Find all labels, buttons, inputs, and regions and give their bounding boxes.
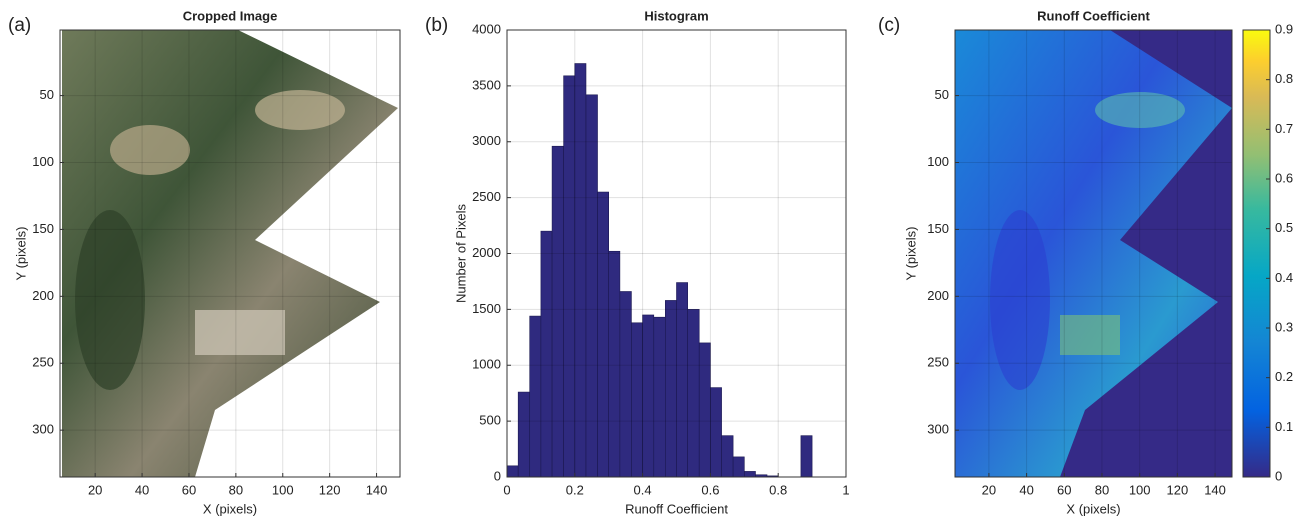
y-axis-label: Y (pixels) (13, 227, 28, 281)
bar (800, 435, 813, 478)
x-axis-label: Runoff Coefficient (625, 501, 728, 516)
bar (585, 94, 598, 478)
colorbar-tick-label: 0 (1275, 468, 1282, 483)
y-tick-label: 3000 (472, 133, 501, 148)
y-tick-label: 300 (927, 422, 949, 437)
y-tick-label: 100 (32, 154, 54, 169)
bar (710, 387, 722, 478)
y-tick-label: 200 (927, 288, 949, 303)
colorbar-tick-label: 0.7 (1275, 121, 1293, 136)
colorbar-tick-label: 0.3 (1275, 319, 1293, 334)
bar (551, 145, 564, 478)
colorbar-tick-label: 0.4 (1275, 270, 1293, 285)
x-tick-label: 1 (842, 482, 849, 497)
chart-title: Runoff Coefficient (1037, 8, 1150, 23)
y-tick-label: 1000 (472, 357, 501, 372)
y-tick-label: 2000 (472, 245, 501, 260)
x-tick-label: 60 (1057, 482, 1071, 497)
y-tick-label: 50 (935, 87, 949, 102)
y-tick-label: 100 (927, 154, 949, 169)
x-tick-label: 140 (366, 482, 388, 497)
y-axis-label: Number of Pixels (453, 204, 468, 303)
colorbar-tick-label: 0.2 (1275, 369, 1293, 384)
bar (732, 456, 745, 478)
y-tick-label: 3500 (472, 77, 501, 92)
bar (743, 471, 756, 478)
x-axis-label: X (pixels) (203, 501, 257, 516)
colorbar-tick-label: 0.8 (1275, 71, 1293, 86)
y-tick-label: 50 (40, 87, 54, 102)
chart-title: Cropped Image (183, 8, 278, 23)
x-tick-label: 0.8 (769, 482, 787, 497)
panel-label: (c) (878, 15, 900, 36)
bar (631, 322, 643, 478)
colorbar-tick-label: 0.5 (1275, 220, 1293, 235)
x-tick-label: 40 (135, 482, 149, 497)
y-tick-label: 150 (927, 221, 949, 236)
x-tick-label: 20 (982, 482, 996, 497)
bar (653, 316, 666, 478)
colorbar (1242, 29, 1271, 478)
bar (676, 282, 688, 478)
x-tick-label: 20 (88, 482, 102, 497)
x-tick-label: 120 (1167, 482, 1189, 497)
bar (619, 291, 632, 478)
colorbar-tick-label: 0.9 (1275, 21, 1293, 36)
y-tick-label: 2500 (472, 189, 501, 204)
x-tick-label: 0.2 (566, 482, 584, 497)
x-tick-label: 80 (1095, 482, 1109, 497)
bar (540, 230, 553, 478)
y-tick-label: 500 (479, 413, 501, 428)
bar (563, 75, 576, 478)
x-tick-label: 100 (1129, 482, 1151, 497)
bar (529, 315, 542, 478)
y-axis-label: Y (pixels) (903, 227, 918, 281)
panel-label: (b) (425, 15, 448, 36)
x-tick-label: 120 (319, 482, 341, 497)
bar (597, 191, 610, 478)
axes-box (506, 29, 847, 478)
y-tick-label: 150 (32, 221, 54, 236)
chart-title: Histogram (644, 8, 708, 23)
y-tick-label: 300 (32, 422, 54, 437)
panel-label: (a) (8, 15, 31, 36)
photo-image (62, 30, 398, 477)
y-tick-label: 0 (494, 468, 501, 483)
colorbar-tick-label: 0.1 (1275, 419, 1293, 434)
bar (698, 342, 711, 478)
x-tick-label: 80 (229, 482, 243, 497)
x-tick-label: 60 (182, 482, 196, 497)
bar (574, 63, 587, 478)
runoff-heatmap (955, 30, 1232, 477)
bar (687, 309, 700, 478)
bar (665, 300, 677, 478)
axes-box (59, 29, 401, 478)
bar (608, 250, 621, 478)
x-tick-label: 100 (272, 482, 294, 497)
bar (642, 314, 655, 478)
y-tick-label: 250 (927, 355, 949, 370)
bar (721, 435, 734, 478)
y-tick-label: 1500 (472, 301, 501, 316)
x-tick-label: 0.6 (701, 482, 719, 497)
x-tick-label: 40 (1019, 482, 1033, 497)
x-tick-label: 0 (503, 482, 510, 497)
x-axis-label: X (pixels) (1066, 501, 1120, 516)
x-tick-label: 140 (1204, 482, 1226, 497)
axes-box (954, 29, 1233, 478)
y-tick-label: 250 (32, 355, 54, 370)
colorbar-tick-label: 0.6 (1275, 170, 1293, 185)
bar (506, 465, 519, 478)
y-tick-label: 4000 (472, 21, 501, 36)
y-tick-label: 200 (32, 288, 54, 303)
bar (517, 391, 531, 478)
x-tick-label: 0.4 (634, 482, 652, 497)
